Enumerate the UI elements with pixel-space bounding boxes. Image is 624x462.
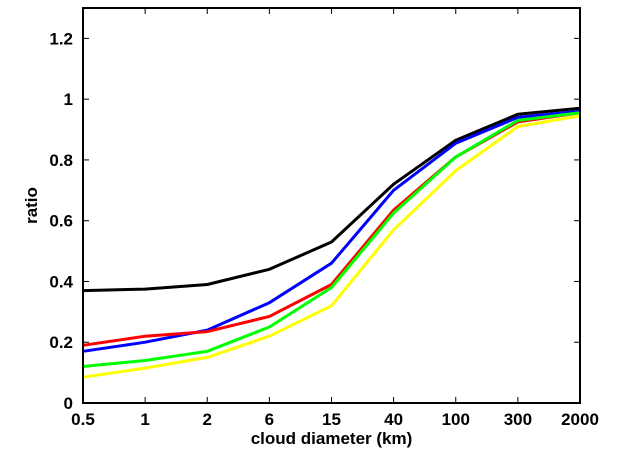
- y-tick-label: 0.4: [49, 272, 73, 291]
- x-tick-label: 100: [442, 410, 470, 429]
- y-tick-label: 1.2: [49, 29, 73, 48]
- x-tick-label: 2: [203, 410, 212, 429]
- x-axis-label: cloud diameter (km): [251, 429, 413, 448]
- y-tick-label: 0.2: [49, 333, 73, 352]
- series-line-4: [82, 111, 581, 368]
- y-tick-label: 1: [64, 90, 73, 109]
- y-tick-label: 0.6: [49, 212, 73, 231]
- x-tick-label: 15: [322, 410, 341, 429]
- plot-frame: [82, 7, 581, 404]
- series-line-3: [82, 111, 581, 347]
- y-axis-ticks: 0 0.2 0.4 0.6 0.8 1 1.2: [49, 29, 580, 413]
- y-tick-label: 0.8: [49, 151, 73, 170]
- x-tick-label: 0.5: [71, 410, 95, 429]
- series-line-2: [82, 109, 581, 353]
- x-axis-ticks: 0.5 1 2 6 15 40 100 300 2000: [71, 8, 599, 429]
- y-tick-label: 0: [64, 394, 73, 413]
- series-lines: [82, 106, 581, 379]
- x-tick-label: 300: [504, 410, 532, 429]
- x-tick-label: 2000: [561, 410, 599, 429]
- x-tick-label: 40: [384, 410, 403, 429]
- series-line-5: [82, 114, 581, 379]
- x-tick-label: 1: [140, 410, 149, 429]
- series-line-1: [82, 106, 581, 293]
- x-tick-label: 6: [265, 410, 274, 429]
- y-axis-label: ratio: [22, 187, 41, 224]
